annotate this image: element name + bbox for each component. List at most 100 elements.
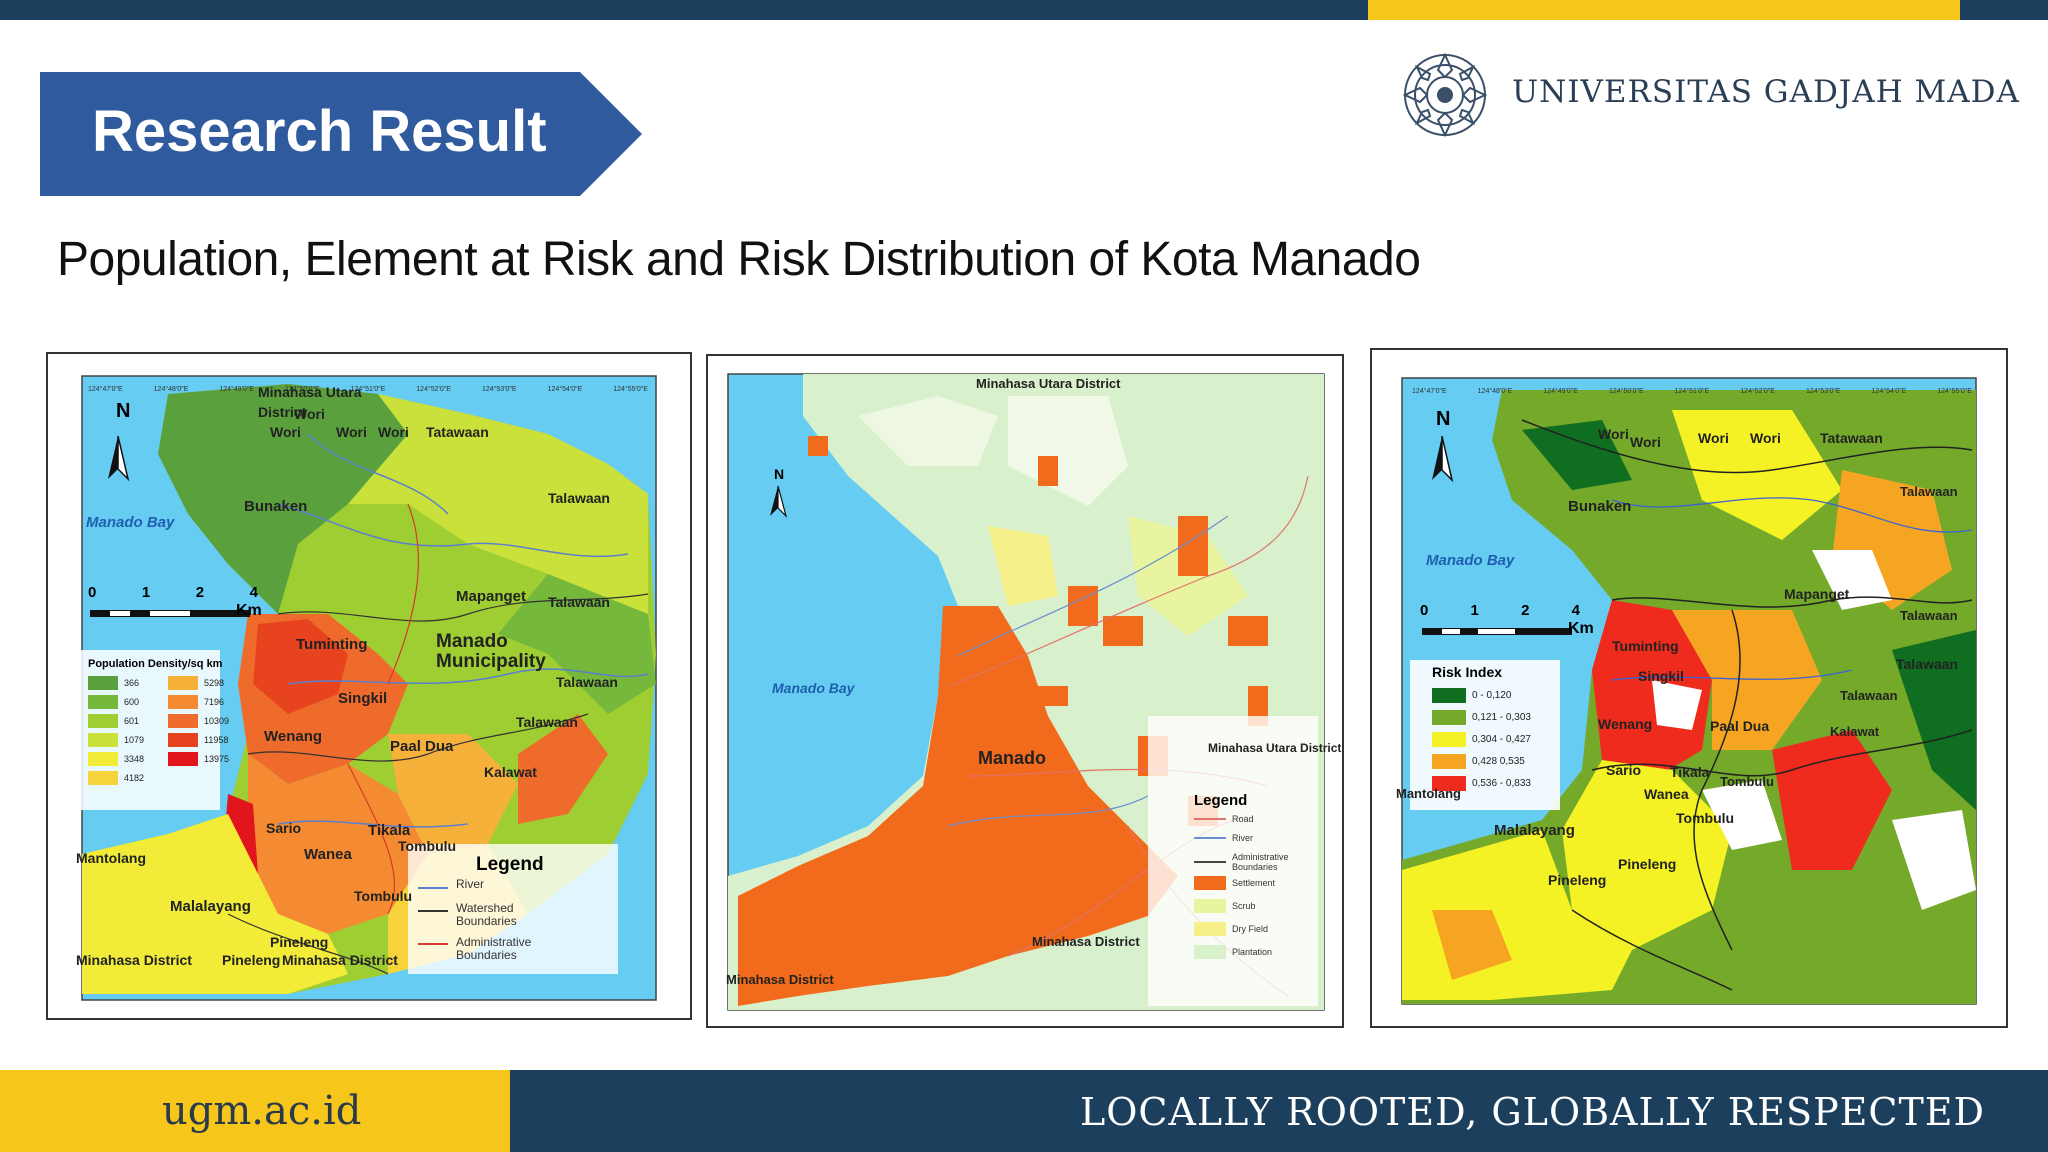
legend-title: Population Density/sq km	[88, 658, 223, 670]
place-label: Minahasa District	[282, 952, 398, 968]
title-banner	[40, 72, 642, 196]
legend-swatch	[1432, 776, 1466, 791]
place-label: Talawaan	[548, 490, 610, 506]
place-label: Wori	[270, 424, 301, 440]
place-label: Wenang	[1598, 716, 1653, 732]
legend-swatch	[168, 676, 198, 690]
legend-label: 0,304 - 0,427	[1472, 734, 1531, 745]
place-label: Pineleng	[270, 934, 329, 950]
legend-label: Administrative Boundaries	[1232, 852, 1289, 872]
place-label: Mapanget	[1784, 586, 1850, 602]
legend-item: 0,428 0,535	[1432, 754, 1562, 769]
place-label: Tatawaan	[1820, 430, 1883, 446]
legend-label: 0,536 - 0,833	[1472, 778, 1531, 789]
coordinate-tick: 124°51'0"E	[1674, 388, 1710, 395]
place-label: Tikala	[368, 822, 411, 839]
legend-item: Road	[1194, 814, 1324, 824]
place-label: Tuminting	[1612, 638, 1679, 654]
legend-label: Dry Field	[1232, 924, 1269, 934]
legend-swatch	[88, 676, 118, 690]
scale-unit: Km	[236, 602, 262, 619]
place-label: Pineleng	[222, 952, 281, 968]
place-label: Pineleng	[1548, 872, 1607, 888]
legend-value: 11958	[204, 735, 229, 745]
map1-top-ticks: 124°47'0"E 124°48'0"E 124°49'0"E 124°50'0"E…	[88, 386, 648, 393]
scale-tick: 0	[1420, 602, 1429, 619]
place-label: Pineleng	[1618, 856, 1677, 872]
place-label: Tuminting	[296, 636, 368, 653]
place-label: Minahasa Utara District	[976, 376, 1121, 391]
coordinate-tick: 124°49'0"E	[219, 386, 254, 393]
place-label: Talawaan	[1900, 608, 1958, 623]
legend-value: 10309	[204, 716, 230, 726]
place-label: Mapanget	[456, 588, 527, 605]
coordinate-tick: 124°48'0"E	[153, 386, 189, 393]
legend-item: 3348	[88, 752, 144, 766]
legend-title: Risk Index	[1432, 664, 1503, 680]
footer-url[interactable]: ugm.ac.id	[162, 1088, 362, 1134]
place-label: Talawaan	[1896, 656, 1958, 672]
place-label: Sario	[1606, 762, 1642, 778]
coordinate-tick: 124°55'0"E	[1937, 388, 1972, 395]
place-label: Wori	[1598, 426, 1629, 442]
legend-swatch	[168, 733, 198, 747]
coordinate-tick: 124°55'0"E	[613, 386, 648, 393]
place-label: Talawaan	[1840, 688, 1898, 703]
legend-label: Settlement	[1232, 878, 1276, 888]
place-label: Wori	[378, 424, 409, 440]
legend-swatch	[1194, 899, 1226, 913]
scale-tick: 1	[1470, 602, 1479, 619]
place-label: Paal Dua	[390, 738, 454, 755]
legend-value: 13975	[204, 754, 230, 764]
legend-swatch	[1432, 688, 1466, 703]
legend-item: 11958	[168, 733, 228, 747]
coordinate-tick: 124°53'0"E	[481, 386, 517, 393]
landuse-legend: Road River Administrative Boundaries Settle…	[1194, 814, 1324, 968]
north-label: N	[1436, 408, 1451, 430]
legend-label: 0 - 0,120	[1472, 690, 1512, 701]
legend-swatch	[168, 695, 198, 709]
place-label: Singkil	[338, 690, 388, 707]
footer-right-bar	[510, 1070, 2048, 1152]
legend-item: 0,304 - 0,427	[1432, 732, 1562, 747]
place-label: Wori	[294, 406, 325, 422]
legend-item: Dry Field	[1194, 922, 1324, 936]
scale-tick: 4	[249, 584, 258, 601]
place-label: Minahasa Utara District	[258, 384, 362, 420]
university-name: UNIVERSITAS GADJAH MADA	[1512, 74, 2020, 110]
place-label: Manado	[978, 748, 1047, 768]
place-label: Minahasa District	[76, 952, 192, 968]
legend-label: Plantation	[1232, 947, 1273, 957]
legend-line-swatch	[1194, 837, 1226, 839]
place-label: Mantolang	[1396, 786, 1461, 801]
line-legend-label: River	[456, 877, 485, 891]
slide-subtitle: Population, Element at Risk and Risk Dis…	[57, 233, 1421, 286]
legend-swatch	[88, 733, 118, 747]
legend-item: River	[1194, 833, 1324, 843]
legend-label: 0,121 - 0,303	[1472, 712, 1531, 723]
footer-left-bar	[0, 1070, 510, 1152]
line-legend-title: Legend	[476, 854, 544, 875]
legend-swatch	[168, 714, 198, 728]
scale-bar	[1422, 628, 1572, 635]
legend-swatch	[168, 752, 198, 766]
risk-index-legend: 0 - 0,120 0,121 - 0,303 0,304 - 0,427 0,428…	[1432, 688, 1562, 798]
legend-item: 10309	[168, 714, 229, 728]
place-label: Tombulu	[1676, 810, 1735, 826]
coordinate-tick: 124°51'0"E	[350, 386, 386, 393]
population-density-map: 124°47'0"E 124°48'0"E 124°49'0"E 124°50'0"E…	[46, 352, 692, 1020]
legend-value: 5298	[204, 678, 225, 688]
footer-tagline: LOCALLY ROOTED, GLOBALLY RESPECTED	[1080, 1090, 1986, 1134]
place-label: Malalayang	[1494, 822, 1575, 839]
north-label: N	[116, 400, 131, 422]
legend-swatch	[1432, 754, 1466, 769]
legend-value: 7196	[204, 697, 225, 707]
university-seal-icon	[1402, 52, 1488, 138]
legend-item: 601	[88, 714, 139, 728]
place-label: Tatawaan	[426, 424, 489, 440]
bay-label: Manado Bay	[1426, 552, 1515, 569]
legend-item: 600	[88, 695, 139, 709]
element-at-risk-map: N Manado Bay Legend Road River Administrat…	[706, 354, 1344, 1028]
line-legend-label: Administrative Boundaries	[456, 935, 532, 962]
bay-label: Manado Bay	[86, 514, 175, 531]
